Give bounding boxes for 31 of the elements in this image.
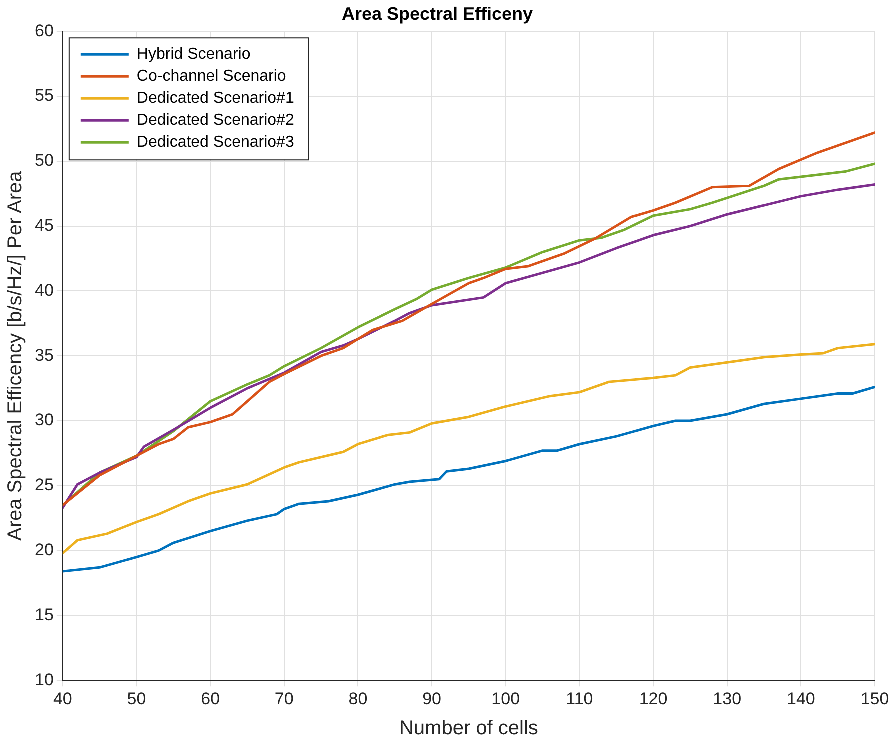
x-tick-label: 120 xyxy=(639,689,668,708)
y-tick-label: 55 xyxy=(34,86,54,106)
x-tick-label: 90 xyxy=(422,689,442,708)
x-tick-label: 50 xyxy=(127,689,146,708)
y-tick-label: 45 xyxy=(34,216,54,235)
y-tick-label: 10 xyxy=(34,670,54,690)
y-tick-label: 20 xyxy=(34,540,54,560)
x-axis-title: Number of cells xyxy=(399,718,538,740)
x-tick-label: 140 xyxy=(786,689,816,708)
legend-label: Hybrid Scenario xyxy=(136,46,251,64)
x-tick-label: 60 xyxy=(201,689,220,708)
y-tick-label: 50 xyxy=(34,151,54,170)
legend-label: Dedicated Scenario#3 xyxy=(136,134,294,152)
y-tick-label: 30 xyxy=(34,410,54,430)
x-tick-label: 110 xyxy=(566,689,594,708)
y-tick-label: 25 xyxy=(34,476,54,495)
y-tick-label: 35 xyxy=(34,346,54,365)
y-tick-label: 15 xyxy=(34,605,54,624)
chart-title: Area Spectral Efficeny xyxy=(342,4,534,24)
y-tick-label: 60 xyxy=(34,21,54,40)
x-tick-label: 150 xyxy=(860,689,890,708)
legend-label: Co-channel Scenario xyxy=(136,68,286,86)
y-axis-title: Area Spectral Efficency [b/s/Hz/] Per Area xyxy=(4,170,27,541)
x-tick-label: 70 xyxy=(274,689,294,708)
x-tick-label: 80 xyxy=(348,689,368,708)
x-tick-label: 130 xyxy=(713,689,742,708)
y-tick-label: 40 xyxy=(34,280,54,300)
x-tick-label: 100 xyxy=(492,689,520,708)
legend-label: Dedicated Scenario#1 xyxy=(136,90,294,108)
legend-label: Dedicated Scenario#2 xyxy=(136,112,294,130)
x-tick-label: 40 xyxy=(53,689,72,708)
